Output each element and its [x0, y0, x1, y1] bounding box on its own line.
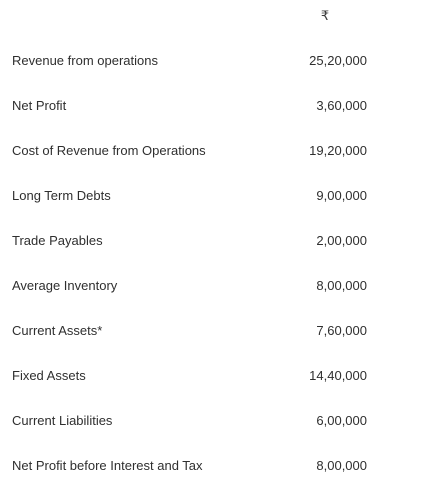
- row-label: Fixed Assets: [12, 368, 86, 383]
- row-label: Current Assets*: [12, 323, 103, 338]
- row-label: Net Profit before Interest and Tax: [12, 458, 203, 473]
- row-value: 6,00,000: [316, 413, 367, 428]
- row-value: 2,00,000: [316, 233, 367, 248]
- row-label: Revenue from operations: [12, 53, 158, 68]
- table-row-net-profit-before-interest-tax: Net Profit before Interest and Tax 8,00,…: [0, 443, 425, 488]
- table-row-revenue-from-operations: Revenue from operations 25,20,000: [0, 38, 425, 83]
- row-value: 19,20,000: [309, 143, 367, 158]
- row-label: Current Liabilities: [12, 413, 113, 428]
- table-row-fixed-assets: Fixed Assets 14,40,000: [0, 353, 425, 398]
- row-label: Long Term Debts: [12, 188, 111, 203]
- row-label: Cost of Revenue from Operations: [12, 143, 206, 158]
- table-row-current-assets: Current Assets* 7,60,000: [0, 308, 425, 353]
- currency-header: ₹: [320, 8, 330, 23]
- row-value: 14,40,000: [309, 368, 367, 383]
- table-row-current-liabilities: Current Liabilities 6,00,000: [0, 398, 425, 443]
- row-value: 25,20,000: [309, 53, 367, 68]
- table-row-trade-payables: Trade Payables 2,00,000: [0, 218, 425, 263]
- row-label: Average Inventory: [12, 278, 118, 293]
- row-value: 7,60,000: [316, 323, 367, 338]
- financial-table: Revenue from operations 25,20,000 Net Pr…: [0, 38, 425, 488]
- row-value: 8,00,000: [316, 278, 367, 293]
- table-row-average-inventory: Average Inventory 8,00,000: [0, 263, 425, 308]
- row-value: 3,60,000: [316, 98, 367, 113]
- row-label: Net Profit: [12, 98, 67, 113]
- table-row-cost-of-revenue: Cost of Revenue from Operations 19,20,00…: [0, 128, 425, 173]
- row-value: 8,00,000: [316, 458, 367, 473]
- table-row-long-term-debts: Long Term Debts 9,00,000: [0, 173, 425, 218]
- row-value: 9,00,000: [316, 188, 367, 203]
- row-label: Trade Payables: [12, 233, 103, 248]
- table-row-net-profit: Net Profit 3,60,000: [0, 83, 425, 128]
